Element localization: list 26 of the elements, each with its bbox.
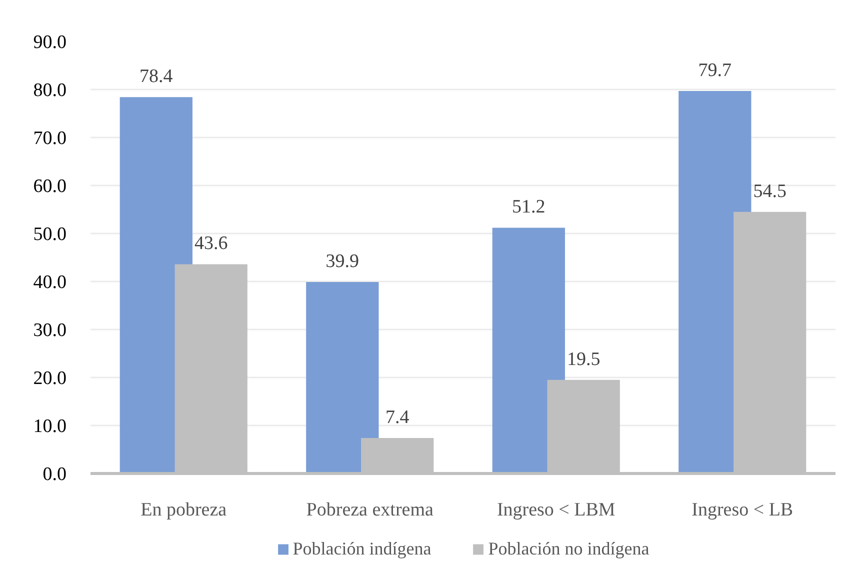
y-tick-label: 50.0: [33, 224, 66, 245]
data-label: 39.9: [326, 250, 360, 272]
y-tick-label: 80.0: [33, 80, 66, 101]
y-tick-label: 40.0: [33, 272, 66, 293]
legend-label: Población indígena: [292, 538, 432, 560]
bar: [306, 282, 379, 474]
bar: [492, 228, 565, 474]
data-label: 54.5: [753, 180, 786, 202]
x-tick-label: En pobreza: [140, 500, 228, 520]
x-tick-label: Ingreso < LB: [692, 500, 794, 520]
data-label: 78.4: [140, 66, 174, 88]
y-tick-label: 90.0: [33, 32, 66, 53]
data-label: 43.6: [194, 233, 228, 254]
y-tick-label: 70.0: [33, 128, 66, 149]
y-tick-label: 10.0: [33, 416, 66, 437]
data-label: 7.4: [385, 406, 410, 428]
y-tick-label: 60.0: [33, 176, 66, 197]
x-tick-label: Pobreza extrema: [306, 500, 434, 520]
data-label: 79.7: [698, 60, 732, 81]
data-label: 51.2: [512, 196, 546, 218]
data-label: 19.5: [566, 348, 600, 370]
y-tick-label: 30.0: [33, 320, 66, 341]
legend-label: Población no indígena: [488, 538, 650, 560]
x-tick-label: Ingreso < LBM: [496, 500, 616, 520]
y-tick-label: 0.0: [42, 464, 66, 485]
y-tick-label: 20.0: [33, 368, 66, 389]
